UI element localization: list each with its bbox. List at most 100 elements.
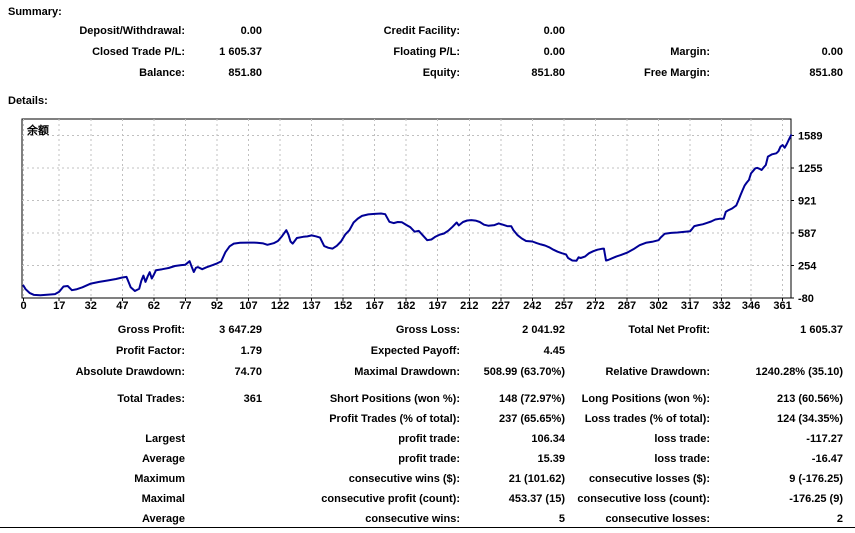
stat-label <box>565 341 710 362</box>
stat-value: 106.34 <box>531 433 565 445</box>
stat-label: Total Trades: <box>117 393 185 405</box>
stat-value <box>185 449 262 469</box>
stat-value <box>185 489 262 509</box>
stat-value: 0.00 <box>543 25 565 37</box>
stat-value <box>710 341 843 362</box>
stat-label: Profit Trades (% of total): <box>329 413 460 425</box>
stat-value: 5 <box>558 513 565 525</box>
summary-section-title: Summary: <box>8 6 62 18</box>
details-stats-top-table: Gross Profit: 3 647.29 Gross Loss: 2 041.92… <box>0 320 843 383</box>
stat-value: 1 605.37 <box>219 46 262 58</box>
stat-value: -176.25 (9) <box>789 493 843 505</box>
stat-value: 361 <box>243 393 262 405</box>
x-tick-label: 167 <box>365 300 383 310</box>
stat-value: 213 (60.56%) <box>776 393 843 405</box>
x-tick-label: 332 <box>712 300 730 310</box>
stat-value: 4.45 <box>543 345 565 357</box>
x-tick-label: 92 <box>211 300 223 310</box>
stat-value: 0.00 <box>240 25 262 37</box>
x-tick-label: 272 <box>586 300 604 310</box>
balance-chart: 0 17 32 47 62 77 92 107 122 137 152 167 182 197 212 227… <box>8 112 855 312</box>
stat-label: Average <box>141 513 185 525</box>
x-tick-label: 257 <box>555 300 573 310</box>
stat-value: 2 041.92 <box>522 324 565 336</box>
x-tick-label: 152 <box>334 300 352 310</box>
stat-value: 1240.28% (35.10) <box>755 366 843 378</box>
stat-value: 0.00 <box>543 46 565 58</box>
stat-value: -117.27 <box>806 433 843 445</box>
stat-value: 21 (101.62) <box>508 473 565 485</box>
x-tick-label: 197 <box>429 300 447 310</box>
stat-label: Maximal Drawdown: <box>354 366 460 378</box>
stat-label: Credit Facility: <box>383 25 460 37</box>
stat-label: Closed Trade P/L: <box>92 46 185 58</box>
x-tick-label: 182 <box>397 300 415 310</box>
x-tick-label: 17 <box>53 300 65 310</box>
chart-series-title: 余额 <box>26 123 49 137</box>
x-tick-label: 242 <box>523 300 541 310</box>
y-axis-label: 587 <box>798 228 816 240</box>
stat-value: 1 605.37 <box>800 324 843 336</box>
x-tick-label: 107 <box>239 300 257 310</box>
bottom-divider <box>0 527 855 528</box>
x-tick-label: 361 <box>773 300 791 310</box>
stat-value: -16.47 <box>811 453 843 465</box>
stat-label: consecutive profit (count): <box>321 493 460 505</box>
stat-value: 851.80 <box>809 67 843 79</box>
y-axis-label: 1589 <box>798 130 822 142</box>
details-section-title: Details: <box>8 95 48 107</box>
stat-value: 851.80 <box>531 67 565 79</box>
stat-label: profit trade: <box>398 453 460 465</box>
x-tick-label: 47 <box>116 300 128 310</box>
x-tick-label: 62 <box>148 300 160 310</box>
stat-label: consecutive losses: <box>605 513 710 525</box>
stat-label: Loss trades (% of total): <box>584 413 710 425</box>
stat-label: consecutive loss (count): <box>577 493 710 505</box>
stat-label: consecutive wins: <box>365 513 460 525</box>
stat-label: Expected Payoff: <box>370 345 460 357</box>
stat-value: 1.79 <box>240 345 262 357</box>
stat-label: Gross Profit: <box>117 324 185 336</box>
x-tick-label: 227 <box>492 300 510 310</box>
stat-label: Profit Factor: <box>115 345 185 357</box>
stat-value: 9 (-176.25) <box>789 473 843 485</box>
stat-value: 0.00 <box>821 46 843 58</box>
y-axis-label: -80 <box>798 293 814 305</box>
stat-label: Largest <box>145 433 185 445</box>
stat-label: Balance: <box>139 67 185 79</box>
stat-label: loss trade: <box>654 433 710 445</box>
stat-label: consecutive wins ($): <box>348 473 460 485</box>
x-tick-label: 302 <box>649 300 667 310</box>
stat-value: 453.37 (15) <box>508 493 565 505</box>
balance-chart-svg: 0 17 32 47 62 77 92 107 122 137 152 167 182 197 212 227… <box>20 118 822 312</box>
x-tick-label: 32 <box>85 300 97 310</box>
stat-label: Maximal <box>141 493 185 505</box>
summary-table: Deposit/Withdrawal: 0.00 Credit Facility: 0… <box>0 21 843 84</box>
x-tick-label: 0 <box>20 300 26 310</box>
y-axis-label: 921 <box>798 195 816 207</box>
stat-label: consecutive losses ($): <box>588 473 710 485</box>
stat-label: loss trade: <box>654 453 710 465</box>
x-tick-label: 212 <box>460 300 478 310</box>
stat-value <box>185 509 262 529</box>
stat-value: 851.80 <box>228 67 262 79</box>
balance-series-line <box>22 133 793 297</box>
stat-value: 74.70 <box>234 366 262 378</box>
stat-value: 15.39 <box>537 453 565 465</box>
stat-label <box>0 409 185 429</box>
stat-label: profit trade: <box>398 433 460 445</box>
stat-value <box>185 469 262 489</box>
stat-label: Gross Loss: <box>395 324 460 336</box>
stat-value: 148 (72.97%) <box>498 393 565 405</box>
plot-border <box>21 118 792 299</box>
stat-label: Maximum <box>134 473 185 485</box>
stat-label: Absolute Drawdown: <box>75 366 185 378</box>
y-axis-label: 1255 <box>798 163 822 175</box>
stat-label: Long Positions (won %): <box>581 393 710 405</box>
y-axis-label: 254 <box>798 260 817 272</box>
x-tick-label: 137 <box>302 300 320 310</box>
stat-value: 237 (65.65%) <box>498 413 565 425</box>
x-tick-label: 346 <box>742 300 760 310</box>
stat-label: Relative Drawdown: <box>605 366 710 378</box>
stat-value: 508.99 (63.70%) <box>483 366 565 378</box>
